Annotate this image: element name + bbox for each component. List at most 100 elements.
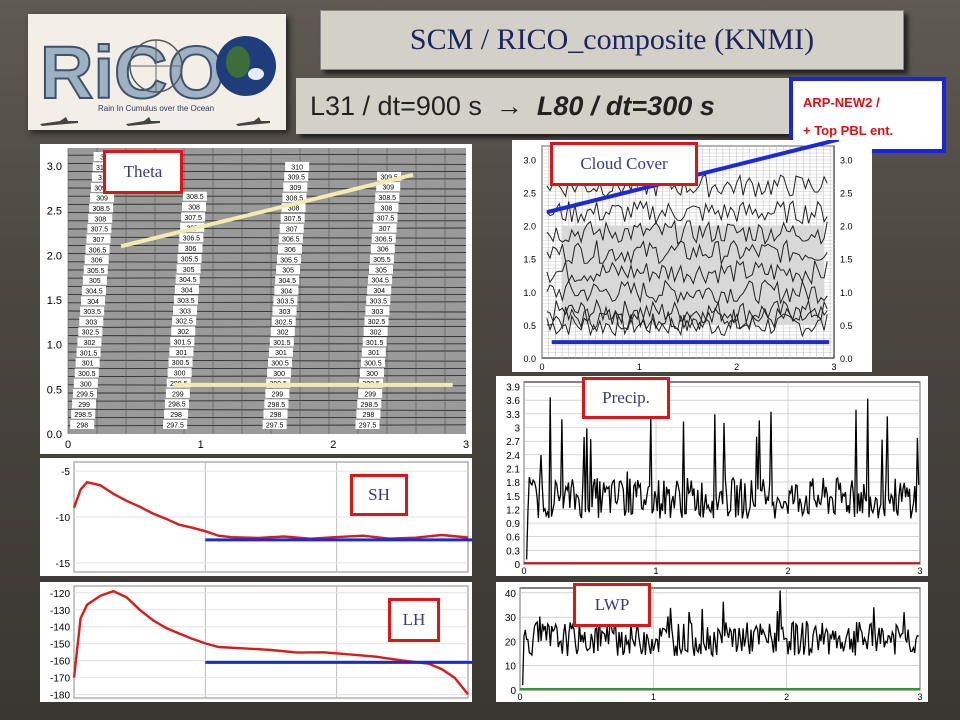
contour-line [67, 261, 467, 264]
contour-line [67, 375, 467, 378]
contour-label-bg [277, 244, 302, 254]
contour-label-bg [373, 213, 398, 223]
contour-line [67, 252, 467, 255]
contour-label: 307.5 [91, 227, 109, 234]
aircraft-icons [40, 117, 270, 126]
contour-label-bg [90, 182, 115, 192]
contour-label: 300.5 [271, 361, 289, 368]
contour-label: 301 [176, 350, 188, 357]
y-tick-label: 1.5 [47, 295, 62, 307]
contour-label-bg [361, 347, 386, 357]
contour-label-bg [164, 409, 189, 419]
x-tick-label: 3 [463, 439, 469, 451]
contour-label: 299.5 [76, 392, 94, 399]
y-tick-label: 0.9 [506, 519, 520, 530]
contour-label-bg [272, 306, 297, 316]
y-tick-label: 3.0 [523, 155, 536, 165]
contour-line [67, 285, 467, 288]
contour-label: 303 [179, 308, 191, 315]
contour-label: 306 [185, 246, 197, 253]
contour-label-bg [75, 358, 100, 368]
x-tick-label: 2 [734, 362, 739, 372]
subtitle-old-config: L31 / dt=900 s [310, 90, 482, 121]
contour-label: 303 [85, 319, 97, 326]
contour-label-bg [264, 399, 289, 409]
contour-label-bg [369, 254, 394, 264]
contour-label: 305 [375, 267, 387, 274]
contour-label-bg [265, 389, 290, 399]
contour-label-bg [182, 202, 207, 212]
precip-label: Precip. [582, 377, 670, 419]
contour-label-bg [355, 420, 380, 429]
contour-label-bg [164, 399, 189, 409]
y-tick-label: 1.5 [523, 255, 536, 265]
contour-label-bg [173, 295, 198, 305]
contour-label: 303.5 [277, 299, 295, 306]
contour-label: 305 [282, 268, 294, 275]
y-tick-label: 3.9 [506, 383, 520, 394]
contour-label-bg [280, 213, 305, 223]
title-box: SCM / RICO_composite (KNMI) [320, 10, 904, 70]
y-tick-label-right: 0.0 [840, 354, 853, 364]
contour-label-bg [263, 409, 288, 419]
contour-label-bg [171, 326, 196, 336]
y-tick-label-right: 0.5 [840, 321, 853, 331]
contour-label: 303 [279, 309, 291, 316]
contour-label: 309 [382, 185, 394, 192]
contour-label-bg [281, 203, 306, 213]
contour-label-bg [80, 306, 105, 316]
contour-label-bg [279, 223, 304, 233]
contour-label: 304 [373, 288, 385, 295]
contour-label-bg [284, 172, 309, 182]
contour-label: 301.5 [366, 340, 384, 347]
x-tick-label: 0 [65, 439, 71, 451]
contour-label: 304.5 [85, 289, 103, 296]
y-tick-label: 3.3 [506, 410, 520, 421]
y-tick-label-right: 2.5 [840, 188, 853, 198]
rico-logo: RiCO Rain In Cumulus over the Ocean [28, 14, 286, 130]
x-tick-label: 2 [784, 692, 789, 702]
contour-label: 300.5 [78, 371, 96, 378]
contour-label: 298.5 [361, 402, 379, 409]
contour-label: 302 [177, 329, 189, 336]
contour-label-bg [165, 388, 190, 398]
contour-line [67, 236, 467, 239]
y-tick-label: 0.5 [523, 321, 536, 331]
y-tick-label: 2.1 [506, 464, 520, 475]
cloud-contour [546, 219, 828, 245]
contour-label-bg [372, 223, 397, 233]
lwp-label: LWP [573, 583, 651, 627]
lh-chart: -120 -130 -140 -150 -160 -170 -180 [50, 585, 472, 702]
contour-label: 298 [170, 412, 182, 419]
contour-label: 305.5 [373, 257, 391, 264]
contour-label-bg [81, 286, 106, 295]
contour-label: 306 [91, 258, 103, 265]
cloud-contour [546, 200, 828, 226]
contour-label: 305.5 [181, 256, 199, 263]
y-tick-label: 1.2 [506, 505, 520, 516]
contour-label-bg [369, 264, 393, 274]
contour-label-bg [366, 295, 391, 305]
contour-label-bg [276, 265, 301, 275]
contour-label-bg [268, 347, 293, 357]
contour-label-bg [360, 357, 385, 367]
contour-label-bg [163, 420, 188, 429]
arrow-right-icon: → [495, 90, 523, 121]
y-tick-label: -10 [56, 513, 71, 524]
contour-label: 306 [377, 247, 389, 254]
contour-label-bg [362, 337, 387, 347]
contour-label-bg [179, 233, 204, 243]
y-tick-label: 40 [505, 589, 517, 600]
cloud-contour [546, 259, 828, 285]
contour-label-bg [71, 409, 96, 419]
contour-label-bg [175, 274, 200, 284]
contour-line [67, 359, 467, 362]
contour-label-bg [270, 327, 295, 337]
contour-label-bg [85, 244, 110, 254]
flux-series [72, 480, 469, 540]
x-tick-label: 1 [651, 692, 656, 702]
contour-label: 302.5 [368, 319, 386, 326]
x-tick-label: 1 [198, 439, 204, 451]
contour-label-bg [73, 378, 98, 388]
cloud-cover-label: Cloud Cover [550, 142, 698, 186]
